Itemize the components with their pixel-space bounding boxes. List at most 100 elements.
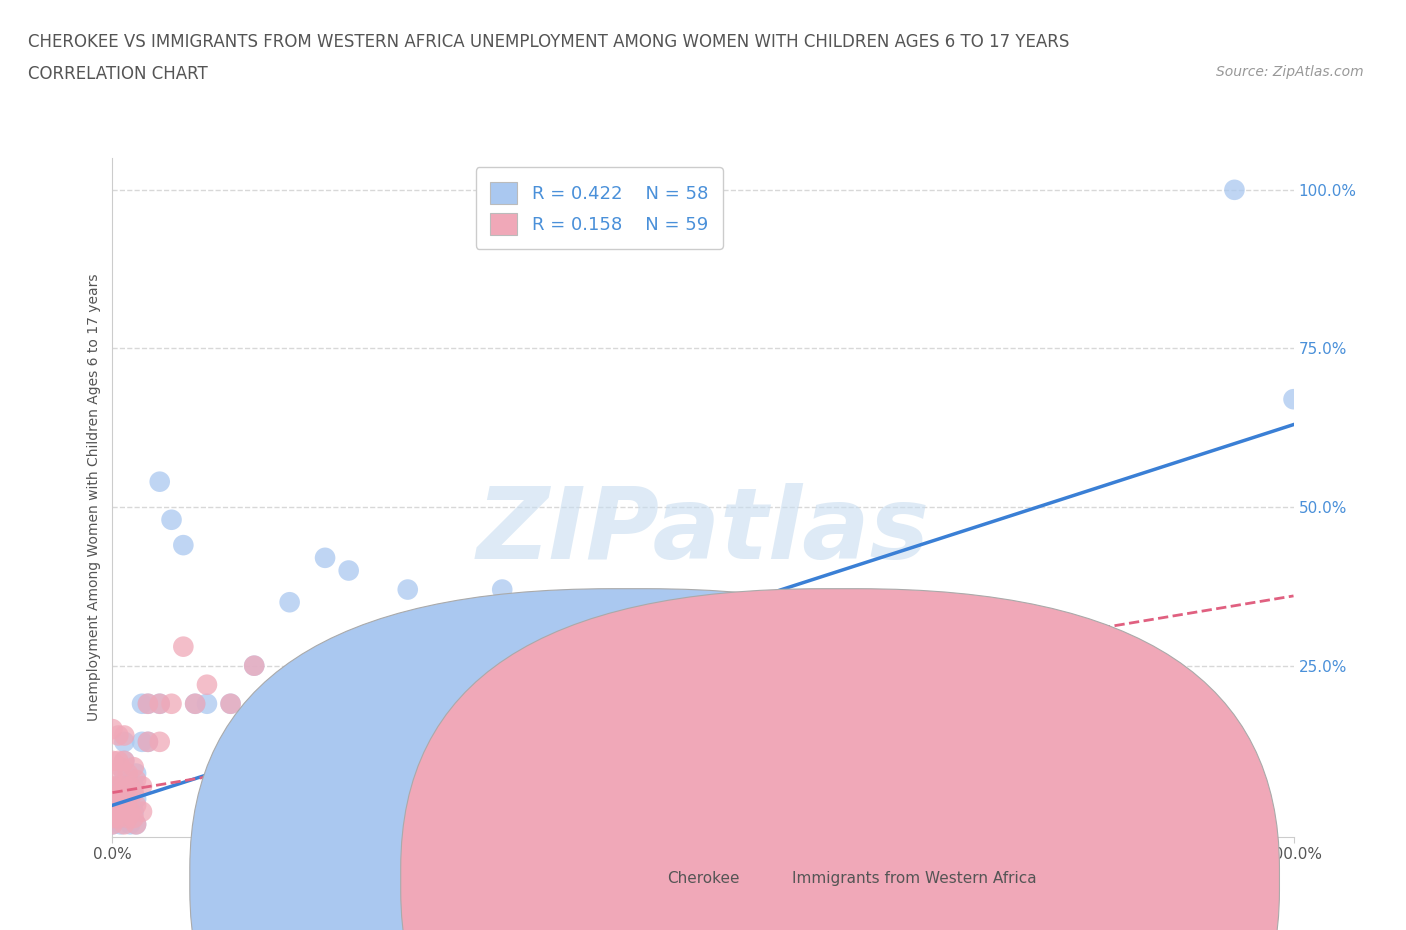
Point bbox=[692, 735, 714, 750]
Point bbox=[172, 639, 194, 654]
Point bbox=[110, 804, 132, 819]
Point bbox=[550, 735, 572, 750]
Point bbox=[278, 595, 301, 610]
Point bbox=[101, 785, 124, 800]
Point bbox=[107, 811, 129, 826]
Point bbox=[149, 697, 172, 711]
Point bbox=[117, 785, 139, 800]
Point bbox=[136, 735, 159, 750]
Point bbox=[574, 722, 596, 737]
Point bbox=[219, 697, 242, 711]
Point bbox=[107, 753, 129, 768]
Point bbox=[120, 817, 142, 831]
Point bbox=[101, 798, 124, 813]
Text: CORRELATION CHART: CORRELATION CHART bbox=[28, 65, 208, 83]
Point bbox=[117, 791, 139, 806]
Point bbox=[112, 817, 135, 831]
Text: ZIPatlas: ZIPatlas bbox=[477, 483, 929, 580]
Point bbox=[149, 735, 172, 750]
Point bbox=[692, 735, 714, 750]
Point bbox=[101, 753, 124, 768]
Point bbox=[491, 697, 513, 711]
FancyBboxPatch shape bbox=[190, 589, 1069, 930]
Point bbox=[112, 778, 135, 793]
Point bbox=[195, 677, 218, 692]
Point bbox=[122, 760, 145, 775]
Point bbox=[243, 658, 266, 673]
Point bbox=[110, 785, 132, 800]
Point bbox=[928, 735, 950, 750]
Point bbox=[107, 778, 129, 793]
FancyBboxPatch shape bbox=[401, 589, 1279, 930]
Text: CHEROKEE VS IMMIGRANTS FROM WESTERN AFRICA UNEMPLOYMENT AMONG WOMEN WITH CHILDRE: CHEROKEE VS IMMIGRANTS FROM WESTERN AFRI… bbox=[28, 33, 1070, 50]
Point bbox=[574, 735, 596, 750]
Point bbox=[184, 697, 207, 711]
Point bbox=[125, 798, 148, 813]
Point bbox=[136, 697, 159, 711]
Point bbox=[172, 538, 194, 552]
Point bbox=[456, 735, 478, 750]
Point bbox=[122, 785, 145, 800]
Point bbox=[117, 811, 139, 826]
Text: Source: ZipAtlas.com: Source: ZipAtlas.com bbox=[1216, 65, 1364, 79]
Point bbox=[125, 817, 148, 831]
Point bbox=[396, 677, 419, 692]
Text: Cherokee: Cherokee bbox=[666, 871, 740, 886]
Point bbox=[184, 697, 207, 711]
Point bbox=[107, 798, 129, 813]
Point bbox=[136, 735, 159, 750]
Point bbox=[131, 697, 153, 711]
Point bbox=[160, 697, 183, 711]
Point bbox=[101, 811, 124, 826]
Point bbox=[550, 697, 572, 711]
Point bbox=[314, 551, 336, 565]
Point bbox=[515, 677, 537, 692]
Point bbox=[149, 697, 172, 711]
Point bbox=[117, 804, 139, 819]
Point bbox=[491, 582, 513, 597]
Point bbox=[160, 512, 183, 527]
Point bbox=[101, 804, 124, 819]
Point bbox=[101, 791, 124, 806]
Point bbox=[122, 804, 145, 819]
Point bbox=[101, 766, 124, 781]
Point bbox=[120, 778, 142, 793]
Point bbox=[101, 722, 124, 737]
Point bbox=[1282, 392, 1305, 406]
Point bbox=[101, 811, 124, 826]
Point bbox=[101, 804, 124, 819]
Point bbox=[112, 753, 135, 768]
Point bbox=[122, 811, 145, 826]
Point bbox=[136, 697, 159, 711]
Point bbox=[195, 697, 218, 711]
Legend: R = 0.422    N = 58, R = 0.158    N = 59: R = 0.422 N = 58, R = 0.158 N = 59 bbox=[475, 167, 723, 249]
Point bbox=[107, 798, 129, 813]
Point bbox=[110, 760, 132, 775]
Point bbox=[361, 817, 384, 831]
Point bbox=[122, 778, 145, 793]
Point bbox=[101, 817, 124, 831]
Point bbox=[810, 735, 832, 750]
Point bbox=[112, 778, 135, 793]
Point bbox=[432, 697, 454, 711]
Point bbox=[107, 778, 129, 793]
Point bbox=[125, 791, 148, 806]
Point bbox=[125, 817, 148, 831]
Point bbox=[633, 722, 655, 737]
Point bbox=[278, 677, 301, 692]
Point bbox=[120, 773, 142, 788]
Point bbox=[131, 778, 153, 793]
Point bbox=[131, 804, 153, 819]
Point bbox=[101, 817, 124, 831]
Point bbox=[361, 697, 384, 711]
Point bbox=[432, 735, 454, 750]
Point bbox=[456, 677, 478, 692]
Point bbox=[337, 563, 360, 578]
Point bbox=[120, 804, 142, 819]
Point bbox=[125, 773, 148, 788]
Point bbox=[314, 697, 336, 711]
Point bbox=[112, 798, 135, 813]
Point bbox=[112, 753, 135, 768]
Point bbox=[396, 582, 419, 597]
Point bbox=[219, 697, 242, 711]
